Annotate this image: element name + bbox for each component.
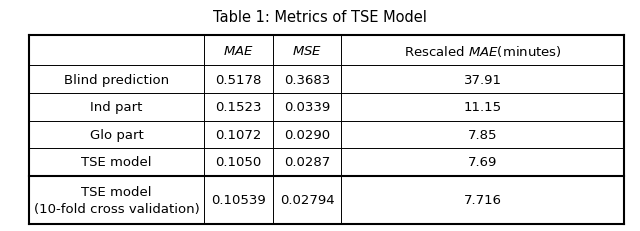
Text: Glo part: Glo part: [90, 128, 143, 141]
Text: 37.91: 37.91: [463, 73, 502, 86]
Text: 0.0287: 0.0287: [284, 156, 330, 169]
Text: $MSE$: $MSE$: [292, 44, 322, 57]
Text: 0.0339: 0.0339: [284, 101, 330, 114]
Text: 7.716: 7.716: [463, 194, 502, 207]
Text: TSE model: TSE model: [81, 156, 152, 169]
Text: 0.5178: 0.5178: [216, 73, 262, 86]
Text: 0.10539: 0.10539: [211, 194, 266, 207]
Text: 0.1523: 0.1523: [215, 101, 262, 114]
Text: 0.3683: 0.3683: [284, 73, 330, 86]
Text: 0.0290: 0.0290: [284, 128, 330, 141]
Text: 0.1050: 0.1050: [216, 156, 262, 169]
Text: Table 1: Metrics of TSE Model: Table 1: Metrics of TSE Model: [213, 10, 427, 25]
Text: 0.1072: 0.1072: [216, 128, 262, 141]
Text: $MAE$: $MAE$: [223, 44, 254, 57]
Text: Blind prediction: Blind prediction: [64, 73, 169, 86]
Text: 7.85: 7.85: [468, 128, 497, 141]
Text: TSE model
(10-fold cross validation): TSE model (10-fold cross validation): [34, 185, 200, 215]
Text: 11.15: 11.15: [463, 101, 502, 114]
Text: 0.02794: 0.02794: [280, 194, 334, 207]
Text: Rescaled $MAE$(minutes): Rescaled $MAE$(minutes): [404, 43, 561, 58]
Text: 7.69: 7.69: [468, 156, 497, 169]
Text: Ind part: Ind part: [90, 101, 143, 114]
